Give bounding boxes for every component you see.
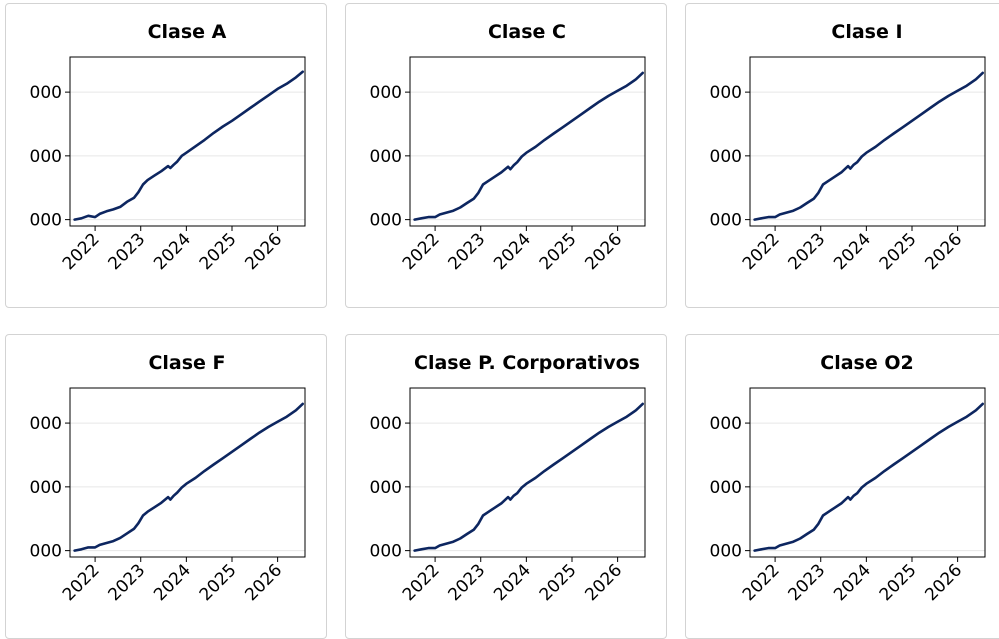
x-tick-label: 2026 [581,560,626,605]
x-tick-label: 2023 [445,560,490,605]
x-tick-label: 2022 [399,229,444,274]
chart-title: Clase C [488,21,566,43]
x-tick-label: 2024 [490,560,535,605]
chart-card-clase-a: 000 000 000 2022 2023 2024 2025 2026 Clase A [5,3,327,308]
chart-title: Clase F [148,352,225,374]
y-tick-label: 000 [30,542,62,562]
x-tick-label: 2023 [445,229,490,274]
series-line [73,402,304,552]
chart-title: Clase P. Corporativos [414,352,640,374]
y-tick-label: 000 [710,83,742,103]
y-tick-label: 000 [710,542,742,562]
x-tick-label: 2024 [830,560,875,605]
series-line [753,402,984,552]
x-tick-label: 2025 [196,229,241,274]
x-tick-label: 2022 [59,229,104,274]
y-tick-label: 000 [710,147,742,167]
axes-frame [749,387,986,558]
x-tick-label: 2024 [150,560,195,605]
y-tick-label: 000 [710,211,742,231]
y-tick-label: 000 [370,211,402,231]
axes-frame [409,56,646,227]
x-tick-label: 2026 [921,560,966,605]
y-tick-label: 000 [30,478,62,498]
x-tick-label: 2026 [241,229,286,274]
x-tick-label: 2025 [196,560,241,605]
y-tick-label: 000 [370,147,402,167]
axes-frame [69,56,306,227]
x-tick-label: 2022 [739,560,784,605]
y-tick-label: 000 [370,542,402,562]
series-line [73,70,304,221]
chart-card-clase-f: 000 000 000 2022 2023 2024 2025 2026 Clase F [5,334,327,639]
axes-frame [749,56,986,227]
x-tick-label: 2025 [876,560,921,605]
axes-frame [69,387,306,558]
x-tick-label: 2022 [59,560,104,605]
series-line [753,71,984,221]
x-tick-label: 2024 [490,229,535,274]
chart-card-clase-p-corporativos: 000 000 000 2022 2023 2024 2025 2026 Clase P. Co… [345,334,667,639]
x-tick-label: 2022 [399,560,444,605]
series-line [413,402,644,552]
series-line [413,71,644,221]
chart-title: Clase I [831,21,902,43]
x-tick-label: 2026 [581,229,626,274]
chart-title: Clase O2 [820,352,913,374]
x-tick-label: 2022 [739,229,784,274]
y-tick-label: 000 [30,211,62,231]
chart-title: Clase A [148,21,227,43]
x-tick-label: 2024 [830,229,875,274]
y-tick-label: 000 [370,478,402,498]
y-tick-label: 000 [710,414,742,434]
x-tick-label: 2025 [536,560,581,605]
x-tick-label: 2023 [105,229,150,274]
chart-card-clase-c: 000 000 000 2022 2023 2024 2025 2026 Clase C [345,3,667,308]
x-tick-label: 2024 [150,229,195,274]
x-tick-label: 2026 [241,560,286,605]
y-tick-label: 000 [30,147,62,167]
x-tick-label: 2025 [536,229,581,274]
y-tick-label: 000 [30,83,62,103]
y-tick-label: 000 [370,83,402,103]
x-tick-label: 2023 [785,229,830,274]
x-tick-label: 2025 [876,229,921,274]
y-tick-label: 000 [30,414,62,434]
x-tick-label: 2023 [105,560,150,605]
x-tick-label: 2026 [921,229,966,274]
axes-frame [409,387,646,558]
y-tick-label: 000 [710,478,742,498]
x-tick-label: 2023 [785,560,830,605]
chart-card-clase-i: 000 000 000 2022 2023 2024 2025 2026 Clase I [685,3,999,308]
y-tick-label: 000 [370,414,402,434]
chart-card-clase-o2: 000 000 000 2022 2023 2024 2025 2026 Clase O2 [685,334,999,639]
